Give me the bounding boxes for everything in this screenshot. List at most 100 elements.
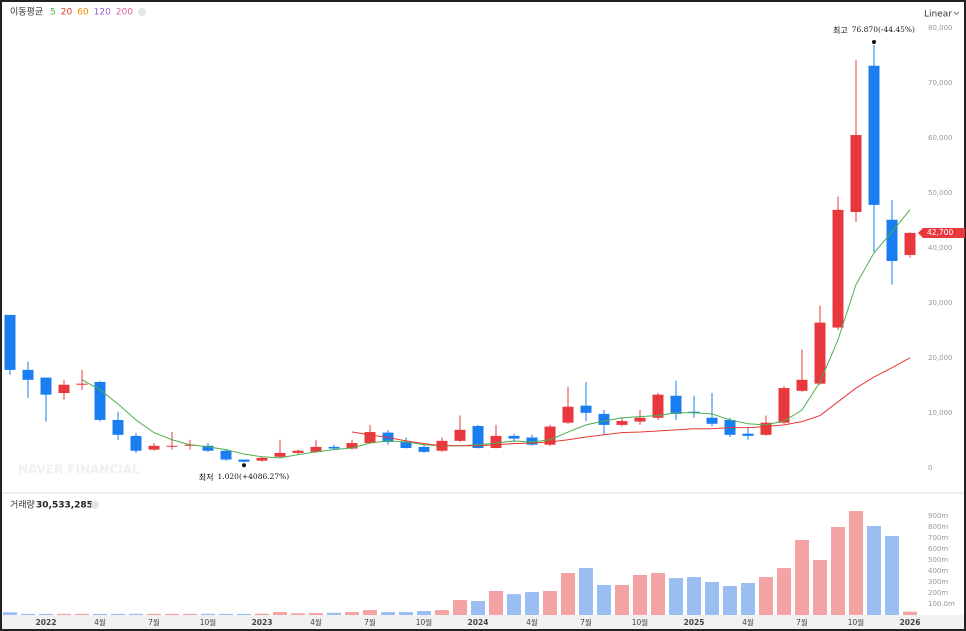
x-tick-label: 2026 <box>900 618 921 627</box>
close-icon[interactable] <box>138 8 147 16</box>
x-tick-label: 2024 <box>468 618 489 627</box>
x-tick-label: 2025 <box>684 618 705 627</box>
extreme-label-title: 최고 <box>833 25 848 35</box>
moving-average-line <box>351 357 911 447</box>
volume-bar <box>561 572 575 615</box>
candle-body <box>112 419 124 435</box>
x-tick-label: 7월 <box>148 617 160 627</box>
volume-bar <box>183 613 197 615</box>
x-tick-label: 7월 <box>580 617 592 627</box>
candle-body <box>76 383 88 385</box>
scale-toggle[interactable]: Linear <box>924 10 952 20</box>
volume-bar <box>633 574 647 615</box>
candle-body <box>184 444 196 446</box>
volume-bar <box>309 613 323 615</box>
volume-bar <box>75 613 89 615</box>
candle-body <box>346 443 358 449</box>
volume-bar <box>687 577 701 615</box>
candle-body <box>796 379 808 391</box>
volume-bar <box>219 613 233 615</box>
extreme-label: 최저 1.020(+4086.27%) <box>199 472 290 482</box>
extreme-label-title: 최저 <box>199 472 214 482</box>
extreme-dot <box>872 40 876 45</box>
candle-body <box>742 433 754 436</box>
candle-body <box>886 219 898 261</box>
candle-body <box>400 441 412 448</box>
candle-body <box>22 369 34 380</box>
candle-body <box>706 417 718 424</box>
legend-item: 20 <box>61 8 73 18</box>
volume-title: 거래량 <box>10 499 35 511</box>
volume-bar <box>903 611 917 615</box>
legend-item: 60 <box>77 8 89 18</box>
candle-body <box>778 388 790 423</box>
candle-body <box>814 322 826 384</box>
y-tick-label: 400m <box>928 567 948 575</box>
x-tick-label: 7월 <box>796 617 808 627</box>
x-tick-label: 4월 <box>94 617 106 627</box>
dropdown-icon[interactable] <box>953 11 960 16</box>
candle-body <box>760 422 772 435</box>
candle-body <box>202 445 214 451</box>
candle-body <box>238 459 250 462</box>
volume-bar <box>111 613 125 615</box>
candle-body <box>868 65 880 205</box>
x-tick-label: 10월 <box>200 617 217 627</box>
y-tick-label: 600m <box>928 545 948 553</box>
candle-body <box>454 429 466 441</box>
volume-bar <box>795 539 809 615</box>
candle-body <box>832 209 844 328</box>
candle-body <box>94 382 106 420</box>
y-tick-label: 30,000 <box>928 299 953 307</box>
extreme-dot <box>242 463 246 468</box>
y-tick-label: 60,000 <box>928 134 953 142</box>
close-icon[interactable] <box>91 501 99 509</box>
x-tick-label: 7월 <box>364 617 376 627</box>
volume-bar <box>741 582 755 615</box>
extreme-label-text: 76.870(-44.45%) <box>852 25 915 34</box>
volume-bar <box>849 511 863 615</box>
x-tick-label: 10월 <box>632 617 649 627</box>
x-tick-label: 4월 <box>526 617 538 627</box>
volume-bar <box>615 584 629 615</box>
legend-title: 이동평균 <box>10 7 43 18</box>
volume-bar <box>327 612 341 615</box>
volume-bar <box>489 591 503 615</box>
y-tick-label: 100.0m <box>928 600 955 608</box>
volume-bar <box>57 613 71 615</box>
legend-item: 5 <box>50 8 56 18</box>
y-tick-label: 20,000 <box>928 354 953 362</box>
candle-body <box>328 446 340 449</box>
candle-body <box>364 432 376 444</box>
last-price-label: 42,700 <box>927 228 953 237</box>
candle-body <box>148 445 160 450</box>
x-axis-strip <box>2 615 964 629</box>
candle-body <box>490 435 502 448</box>
y-tick-label: 50,000 <box>928 189 953 197</box>
volume-bar <box>165 613 179 615</box>
x-tick-label: 4월 <box>310 617 322 627</box>
candle-body <box>58 384 70 393</box>
x-tick-label: 10월 <box>416 617 433 627</box>
volume-bar <box>471 601 485 615</box>
y-tick-label: 200m <box>928 589 948 597</box>
legend-item: 120 <box>94 8 111 18</box>
y-tick-label: 70,000 <box>928 79 953 87</box>
x-tick-label: 10월 <box>848 617 865 627</box>
candle-body <box>544 426 556 445</box>
volume-bar <box>399 612 413 615</box>
volume-bar <box>381 612 395 615</box>
y-tick-label: 300m <box>928 578 948 586</box>
volume-bar <box>93 613 107 615</box>
volume-bar <box>597 584 611 615</box>
candle-body <box>130 435 142 451</box>
legend-item: 200 <box>116 8 133 18</box>
volume-bar <box>651 572 665 615</box>
y-tick-label: 700m <box>928 534 948 542</box>
volume-bar <box>255 613 269 615</box>
candle-body <box>562 406 574 423</box>
candle-body <box>256 457 268 461</box>
volume-bar <box>147 613 161 615</box>
volume-bar <box>507 594 521 615</box>
